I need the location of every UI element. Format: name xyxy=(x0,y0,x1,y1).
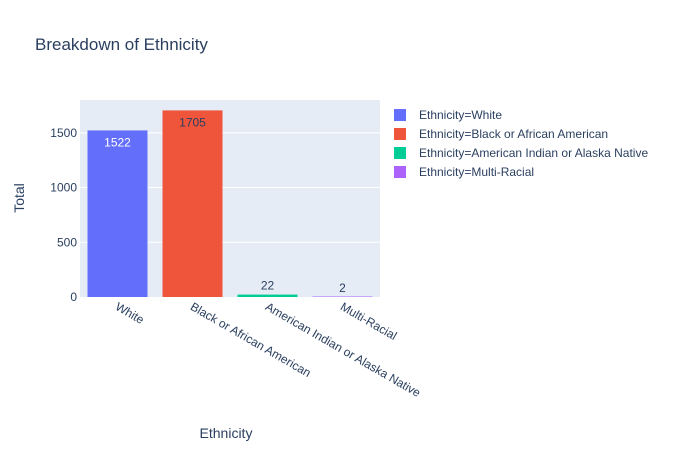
legend-label: Ethnicity=Black or African American xyxy=(419,127,608,141)
bar-value-label: 1522 xyxy=(104,135,131,149)
legend-label: Ethnicity=Multi-Racial xyxy=(419,165,534,179)
bar-multi-racial[interactable] xyxy=(312,296,373,298)
y-tick-label: 0 xyxy=(70,290,77,304)
bar-value-label: 1705 xyxy=(179,115,206,129)
legend-label: Ethnicity=White xyxy=(419,108,502,122)
legend-swatch xyxy=(394,109,406,121)
y-axis-title: Total xyxy=(11,183,27,213)
bar-value-label: 22 xyxy=(261,279,275,293)
y-tick-label: 1500 xyxy=(50,126,77,140)
legend-swatch xyxy=(394,147,406,159)
legend-swatch xyxy=(394,128,406,140)
legend-item[interactable]: Ethnicity=Black or African American xyxy=(394,127,608,141)
bar-white[interactable] xyxy=(87,130,148,297)
y-tick-label: 500 xyxy=(57,235,77,249)
y-axis-ticks: 0 500 1000 1500 xyxy=(50,126,77,304)
bars xyxy=(87,110,373,298)
legend-item[interactable]: Ethnicity=American Indian or Alaska Nati… xyxy=(394,146,648,160)
legend-swatch xyxy=(394,166,406,178)
x-tick-label: Black or African American xyxy=(188,299,313,379)
y-tick-label: 1000 xyxy=(50,181,77,195)
x-axis-title: Ethnicity xyxy=(200,425,253,441)
legend-item[interactable]: Ethnicity=Multi-Racial xyxy=(394,165,534,179)
legend-label: Ethnicity=American Indian or Alaska Nati… xyxy=(419,146,648,160)
bar-value-label: 2 xyxy=(339,281,346,295)
bar-black-or-african-american[interactable] xyxy=(162,110,223,298)
x-tick-label: White xyxy=(113,299,147,327)
chart-title: Breakdown of Ethnicity xyxy=(35,35,208,54)
legend-item[interactable]: Ethnicity=White xyxy=(394,108,502,122)
bar-american-indian-or-alaska-native[interactable] xyxy=(237,294,298,297)
legend[interactable]: Ethnicity=White Ethnicity=Black or Africa… xyxy=(394,108,648,179)
x-tick-label: Multi-Racial xyxy=(338,299,399,342)
